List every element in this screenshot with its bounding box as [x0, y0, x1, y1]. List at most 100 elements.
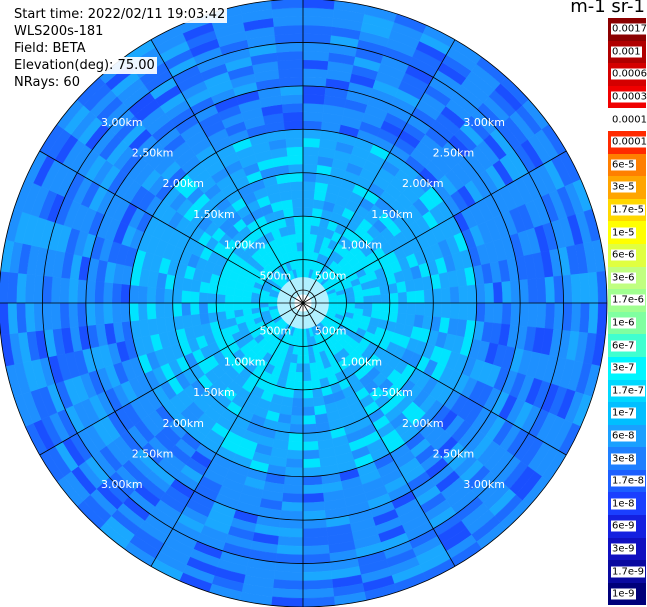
range-gate-cell: [103, 281, 114, 304]
range-gate-cell: [271, 0, 304, 10]
range-ring-label: 1.50km: [193, 208, 235, 221]
colorbar-tick-label: 0.0001: [611, 136, 647, 148]
range-gate-cell: [302, 397, 315, 408]
range-gate-cell: [302, 68, 328, 79]
range-gate-cell: [423, 289, 434, 304]
range-gate-cell: [475, 302, 486, 323]
colorbar-swatch: 0.001: [608, 40, 646, 64]
range-gate-cell: [544, 302, 556, 330]
range-gate-cell: [440, 287, 451, 304]
range-ring-label: 1.00km: [341, 355, 383, 368]
range-gate-cell: [423, 302, 434, 317]
range-gate-cell: [302, 7, 335, 19]
colorbar-swatch: 0.0006: [608, 63, 647, 86]
range-gate-cell: [302, 354, 310, 365]
range-gate-cell: [406, 290, 417, 304]
range-gate-cell: [302, 501, 326, 512]
range-gate-cell: [290, 415, 304, 425]
colorbar-tick-label: 0.001: [611, 46, 642, 58]
range-ring-label: 1.50km: [371, 208, 413, 221]
colorbar-swatch: 1e-9: [608, 582, 646, 606]
range-gate-cell: [111, 282, 122, 304]
colorbar-swatch: 0.0003: [608, 85, 647, 109]
range-gate-cell: [570, 273, 582, 304]
range-gate-cell: [68, 278, 79, 304]
range-gate-cell: [120, 283, 131, 304]
colorbar-tick-label: 1.7e-9: [611, 566, 646, 578]
range-gate-cell: [282, 111, 304, 122]
range-gate-cell: [380, 302, 391, 313]
range-gate-cell: [302, 423, 317, 434]
range-gate-cell: [302, 85, 326, 96]
range-gate-cell: [475, 283, 486, 304]
range-gate-cell: [302, 42, 331, 53]
range-gate-cell: [302, 111, 324, 122]
range-gate-cell: [302, 345, 309, 356]
range-gate-cell: [389, 292, 399, 304]
range-gate-cell: [587, 302, 599, 335]
range-gate-cell: [302, 363, 311, 373]
range-gate-cell: [259, 302, 269, 308]
range-gate-cell: [302, 415, 316, 425]
range-gate-cell: [189, 290, 200, 304]
range-gate-cell: [85, 302, 96, 326]
range-gate-cell: [103, 302, 114, 325]
range-gate-cell: [466, 284, 477, 304]
range-gate-cell: [273, 24, 304, 36]
range-gate-cell: [302, 137, 321, 148]
range-gate-cell: [363, 295, 373, 304]
range-gate-cell: [579, 302, 590, 334]
range-gate-cell: [94, 302, 105, 326]
range-gate-cell: [137, 302, 148, 321]
range-gate-cell: [432, 302, 443, 318]
azimuth-spoke: [302, 150, 567, 304]
range-gate-cell: [233, 302, 243, 311]
range-gate-cell: [271, 7, 304, 19]
range-gate-cell: [363, 302, 373, 311]
range-gate-cell: [370, 286, 381, 296]
colorbar-swatch: 3e-5: [608, 176, 646, 199]
range-gate-cell: [406, 302, 417, 316]
elevation-label: Elevation(deg): 75.00: [12, 57, 157, 74]
range-gate-cell: [302, 389, 314, 399]
range-gate-cell: [302, 24, 333, 36]
range-gate-cell: [155, 287, 166, 304]
range-gate-cell: [286, 449, 304, 460]
range-gate-cell: [280, 510, 304, 521]
range-gate-cell: [189, 302, 200, 316]
range-ring-label: 1.00km: [224, 239, 266, 252]
start-time-label: Start time: 2022/02/11 19:03:42: [12, 6, 228, 23]
range-gate-cell: [85, 280, 96, 304]
range-gate-cell: [277, 59, 304, 70]
colorbar-tick-label: 1e-5: [611, 227, 636, 239]
range-gate-cell: [302, 449, 320, 460]
colorbar-tick-label: 1e-6: [611, 317, 636, 329]
range-gate-cell: [449, 286, 460, 304]
range-gate-cell: [302, 406, 316, 417]
range-gate-cell: [302, 337, 308, 347]
colorbar-swatch: 1.7e-5: [608, 198, 646, 222]
range-gate-cell: [0, 302, 10, 335]
range-gate-cell: [587, 271, 599, 304]
range-gate-cell: [181, 302, 191, 316]
range-gate-cell: [302, 224, 312, 235]
range-gate-cell: [16, 302, 27, 334]
range-gate-cell: [302, 207, 314, 217]
range-gate-cell: [527, 302, 538, 328]
scan-info-panel: Start time: 2022/02/11 19:03:42 WLS200s-…: [12, 6, 228, 91]
range-gate-cell: [302, 155, 319, 166]
range-ring-label: 3.00km: [101, 478, 143, 491]
range-gate-cell: [284, 466, 304, 477]
range-gate-cell: [302, 440, 319, 451]
range-gate-cell: [510, 302, 521, 326]
range-gate-cell: [302, 0, 335, 10]
range-gate-cell: [50, 302, 62, 330]
instrument-label: WLS200s-181: [12, 23, 106, 40]
range-gate-cell: [302, 181, 316, 191]
range-gate-cell: [284, 129, 304, 140]
range-gate-cell: [484, 282, 495, 304]
range-ring-label: 1.50km: [371, 386, 413, 399]
range-gate-cell: [7, 271, 19, 304]
nrays-label: NRays: 60: [12, 74, 82, 91]
range-ring-label: 2.00km: [162, 177, 204, 190]
